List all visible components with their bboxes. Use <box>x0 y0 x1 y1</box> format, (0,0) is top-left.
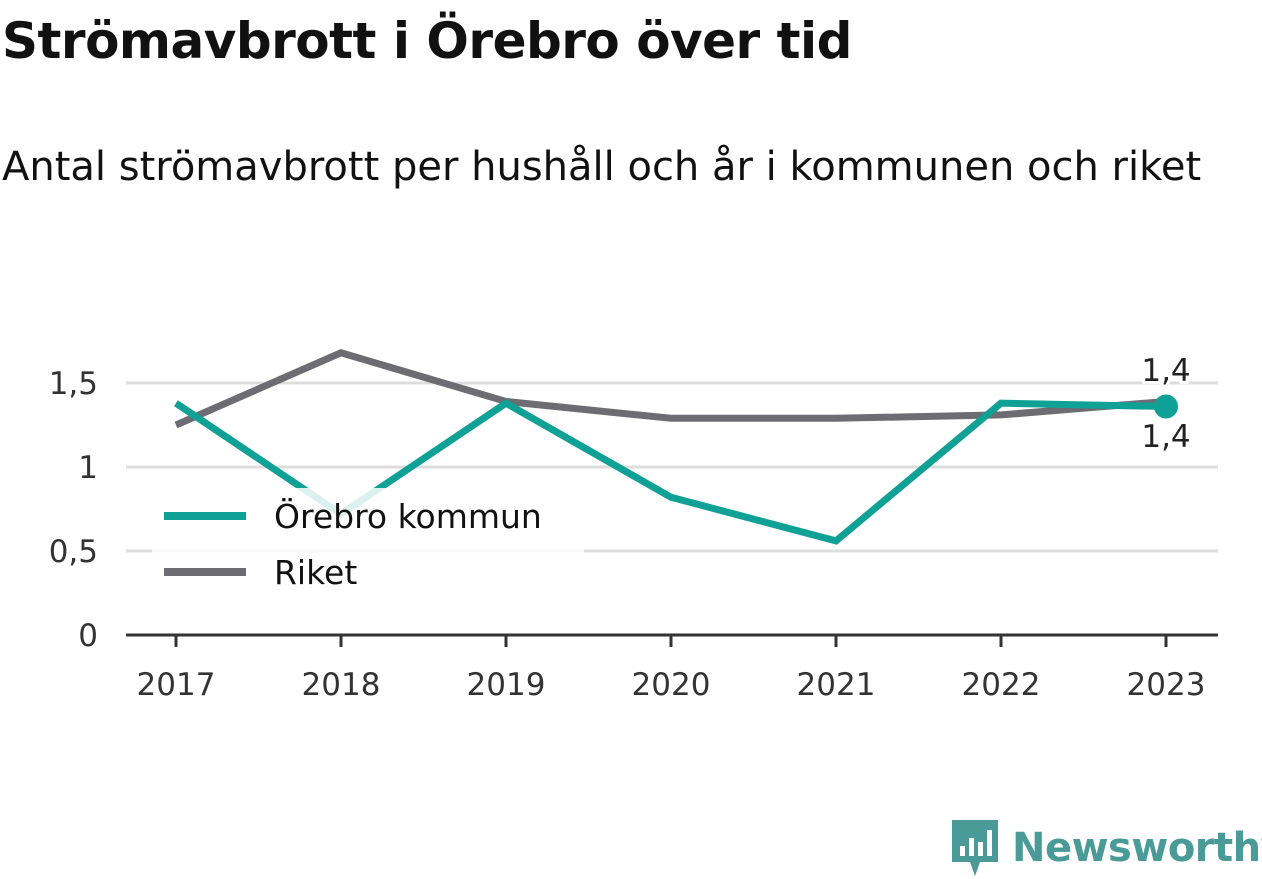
legend: Örebro kommun Riket <box>152 488 584 600</box>
series-line-riket <box>174 349 1167 429</box>
x-tick-label: 2019 <box>467 667 546 703</box>
brand-name: Newsworthy <box>1012 825 1262 871</box>
y-tick-label: 1,5 <box>49 366 98 402</box>
y-tick-label: 1 <box>78 450 98 486</box>
end-labels: 1,4 1,4 <box>1138 350 1193 458</box>
end-point-marker <box>1154 394 1178 419</box>
x-axis: 2017 2018 2019 2020 2021 2022 2023 <box>126 633 1218 703</box>
x-tick-label: 2022 <box>962 667 1041 703</box>
x-tick-label: 2017 <box>137 667 216 703</box>
x-tick-label: 2021 <box>797 667 876 703</box>
y-axis-labels: 0 0,5 1 1,5 <box>49 366 98 654</box>
y-tick-label: 0,5 <box>49 534 98 570</box>
end-label-orebro: 1,4 <box>1141 419 1190 455</box>
x-tick-label: 2020 <box>632 667 711 703</box>
chart-subtitle: Antal strömavbrott per hushåll och år i … <box>2 144 1202 190</box>
y-tick-label: 0 <box>78 618 98 654</box>
end-label-riket: 1,4 <box>1141 353 1190 389</box>
newsworthy-logo-icon <box>952 820 998 876</box>
newsworthy-brand: Newsworthy <box>950 818 1262 878</box>
x-tick-label: 2018 <box>302 667 381 703</box>
chart-title: Strömavbrott i Örebro över tid <box>2 12 852 70</box>
legend-label: Örebro kommun <box>274 496 542 536</box>
legend-background <box>152 488 584 600</box>
legend-label: Riket <box>274 553 357 592</box>
x-tick-label: 2023 <box>1127 667 1206 703</box>
